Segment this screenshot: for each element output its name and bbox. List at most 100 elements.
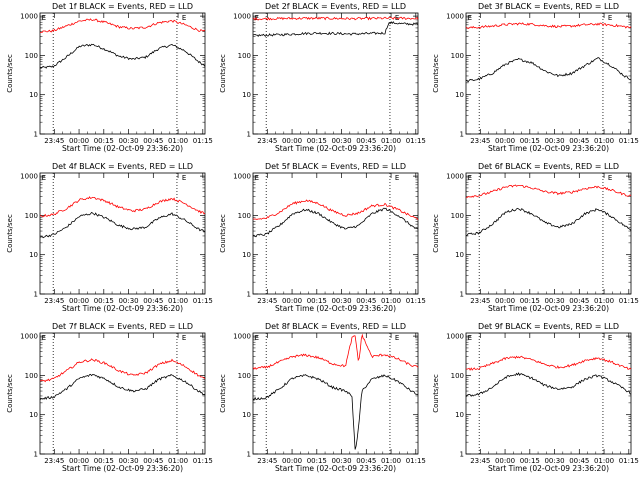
y-tick-label: 1	[34, 451, 38, 459]
detector-chart-5: Det 5f BLACK = Events, RED = LLD 1 10 100 10…	[219, 162, 426, 313]
y-tick-label: 1000	[20, 173, 38, 181]
detector-panel-8: Det 8f BLACK = Events, RED = LLD 1 10 100 10…	[213, 320, 426, 480]
e-marker-label: E	[608, 14, 612, 22]
e-marker-label: E	[395, 174, 399, 182]
x-tick-label: 23:45	[44, 297, 64, 305]
x-axis-label: Start Time (02-Oct-09 23:36:20)	[488, 144, 609, 153]
y-tick-label: 100	[238, 52, 251, 60]
y-tick-label: 1	[460, 451, 464, 459]
x-tick-label: 23:45	[470, 457, 490, 465]
y-axis-label: Counts/sec	[432, 54, 440, 93]
x-tick-label: 01:00	[168, 137, 188, 145]
e-marker-label: E	[395, 334, 399, 342]
x-tick-label: 00:45	[356, 457, 376, 465]
plot-frame	[39, 12, 206, 135]
x-tick-label: 23:45	[470, 297, 490, 305]
x-axis-label: Start Time (02-Oct-09 23:36:20)	[275, 144, 396, 153]
series-line-lld	[465, 22, 632, 29]
panel-title: Det 3f BLACK = Events, RED = LLD	[478, 2, 619, 11]
y-tick-label: 1	[247, 131, 251, 139]
series-line-lld	[465, 184, 632, 199]
x-tick-label: 00:45	[143, 457, 163, 465]
x-axis-label: Start Time (02-Oct-09 23:36:20)	[488, 464, 609, 473]
x-tick-label: 00:30	[544, 457, 564, 465]
y-axis-label: Counts/sec	[219, 54, 227, 93]
y-axis-label: Counts/sec	[432, 214, 440, 253]
x-tick-label: 01:15	[406, 137, 426, 145]
x-tick-label: 00:15	[520, 297, 540, 305]
x-tick-label: 00:30	[118, 137, 138, 145]
series-line-lld	[252, 16, 419, 21]
series-line-lld	[39, 196, 206, 218]
plot-frame	[465, 332, 632, 455]
e-marker-label: E	[468, 334, 472, 342]
y-tick-label: 1000	[233, 333, 251, 341]
x-tick-label: 00:00	[282, 457, 302, 465]
x-tick-label: 00:30	[331, 457, 351, 465]
y-tick-label: 100	[451, 372, 464, 380]
series-line-events	[39, 373, 206, 401]
x-tick-label: 23:45	[44, 137, 64, 145]
x-tick-label: 01:15	[619, 297, 639, 305]
y-tick-label: 100	[238, 212, 251, 220]
y-tick-label: 100	[25, 212, 38, 220]
y-tick-label: 100	[451, 212, 464, 220]
detector-panel-9: Det 9f BLACK = Events, RED = LLD 1 10 100 10…	[426, 320, 639, 480]
x-tick-label: 23:45	[44, 457, 64, 465]
panel-title: Det 5f BLACK = Events, RED = LLD	[265, 162, 406, 171]
x-tick-label: 00:45	[143, 137, 163, 145]
y-axis-label: Counts/sec	[432, 374, 440, 413]
x-tick-label: 01:00	[594, 137, 614, 145]
detector-chart-6: Det 6f BLACK = Events, RED = LLD 1 10 100 10…	[432, 162, 639, 313]
e-marker-label: E	[42, 174, 46, 182]
x-tick-label: 00:00	[69, 297, 89, 305]
series-line-events	[465, 57, 632, 83]
x-tick-label: 00:00	[282, 137, 302, 145]
y-tick-label: 100	[451, 52, 464, 60]
x-axis-label: Start Time (02-Oct-09 23:36:20)	[275, 464, 396, 473]
y-tick-label: 10	[29, 91, 38, 99]
x-tick-label: 00:00	[69, 457, 89, 465]
y-tick-label: 10	[29, 251, 38, 259]
y-tick-label: 1	[247, 291, 251, 299]
e-marker-label: E	[42, 14, 46, 22]
panel-title: Det 8f BLACK = Events, RED = LLD	[265, 322, 406, 331]
x-tick-label: 00:30	[331, 297, 351, 305]
plot-frame	[39, 172, 206, 295]
x-tick-label: 01:00	[381, 457, 401, 465]
series-line-lld	[465, 355, 632, 371]
x-tick-label: 01:15	[619, 457, 639, 465]
panel-title: Det 2f BLACK = Events, RED = LLD	[265, 2, 406, 11]
y-tick-label: 1	[34, 131, 38, 139]
y-tick-label: 100	[238, 372, 251, 380]
detector-chart-7: Det 7f BLACK = Events, RED = LLD 1 10 100 10…	[6, 322, 213, 473]
e-marker-label: E	[255, 334, 259, 342]
x-tick-label: 23:45	[257, 137, 277, 145]
x-tick-label: 00:30	[331, 137, 351, 145]
x-tick-label: 00:45	[569, 457, 589, 465]
panel-title: Det 4f BLACK = Events, RED = LLD	[52, 162, 193, 171]
series-line-events	[465, 207, 632, 237]
y-tick-label: 10	[242, 411, 251, 419]
plot-frame	[252, 172, 419, 295]
plot-frame	[252, 12, 419, 135]
series-line-events	[39, 211, 206, 239]
y-tick-label: 10	[455, 91, 464, 99]
y-tick-label: 10	[29, 411, 38, 419]
x-tick-label: 00:45	[356, 297, 376, 305]
x-tick-label: 01:00	[594, 297, 614, 305]
x-tick-label: 00:15	[520, 457, 540, 465]
x-tick-label: 01:00	[168, 457, 188, 465]
e-marker-label: E	[182, 174, 186, 182]
x-tick-label: 00:30	[544, 137, 564, 145]
x-tick-label: 00:45	[569, 297, 589, 305]
x-tick-label: 00:15	[94, 137, 114, 145]
x-tick-label: 00:15	[307, 457, 327, 465]
y-axis-label: Counts/sec	[6, 54, 14, 93]
y-tick-label: 1000	[20, 13, 38, 21]
detector-panel-2: Det 2f BLACK = Events, RED = LLD 1 10 100 10…	[213, 0, 426, 160]
y-tick-label: 1000	[446, 173, 464, 181]
x-tick-label: 00:45	[569, 137, 589, 145]
x-tick-label: 00:00	[495, 137, 515, 145]
x-tick-label: 01:00	[381, 297, 401, 305]
